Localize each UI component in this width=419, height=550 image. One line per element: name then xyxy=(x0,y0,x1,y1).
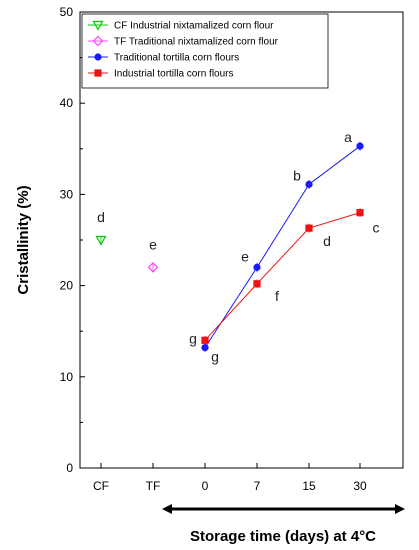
y-tick-label: 20 xyxy=(60,279,74,293)
y-axis-title: Cristallinity (%) xyxy=(15,185,32,294)
series-layer: d e g e b a g f d c xyxy=(95,129,380,365)
legend-marker xyxy=(94,53,102,61)
significance-label: e xyxy=(241,248,249,264)
x-tick-label: 7 xyxy=(254,479,261,493)
series-line xyxy=(204,145,361,348)
significance-label: c xyxy=(373,220,380,236)
series-3: g f d c xyxy=(189,208,380,346)
significance-label: f xyxy=(275,288,279,304)
y-tick-label: 0 xyxy=(66,461,73,475)
legend-entry: Traditional tortilla corn flours xyxy=(114,53,239,64)
data-point xyxy=(201,336,209,344)
data-point xyxy=(305,224,313,232)
x-tick-label: 0 xyxy=(202,479,209,493)
data-point xyxy=(147,262,159,273)
x-axis: CF TF 0 7 15 30 xyxy=(93,463,367,493)
legend: CF Industrial nixtamalized corn flour TF … xyxy=(81,13,329,89)
data-point xyxy=(95,235,107,246)
y-tick-label: 10 xyxy=(60,370,74,384)
significance-label: g xyxy=(211,349,219,365)
legend-marker xyxy=(92,35,104,47)
arrow-head-left xyxy=(162,504,172,514)
significance-label: a xyxy=(344,129,352,145)
data-point xyxy=(201,344,209,352)
legend-marker xyxy=(94,69,102,77)
data-point xyxy=(253,280,261,288)
x-tick-label: CF xyxy=(93,479,109,493)
series-1: e xyxy=(147,236,159,273)
legend-box xyxy=(81,13,329,89)
y-tick-label: 30 xyxy=(60,187,74,201)
significance-label: g xyxy=(189,330,197,346)
x-tick-label: 15 xyxy=(302,479,316,493)
series-2: g e b a xyxy=(201,129,364,365)
y-tick-label: 40 xyxy=(60,96,74,110)
data-point xyxy=(356,142,364,150)
arrow-head-right xyxy=(395,504,405,514)
data-point xyxy=(305,180,313,188)
series-0: d xyxy=(95,209,107,246)
legend-entry: CF Industrial nixtamalized corn flour xyxy=(114,21,274,32)
x-axis-title: Storage time (days) at 4°C xyxy=(190,528,376,545)
storage-time-arrow xyxy=(162,504,405,514)
data-point xyxy=(253,263,261,271)
y-tick-label: 50 xyxy=(60,5,74,19)
significance-label: b xyxy=(293,167,301,183)
legend-entry: TF Traditional nixtamalized corn flour xyxy=(114,37,279,48)
x-tick-label: 30 xyxy=(353,479,367,493)
significance-label: e xyxy=(149,236,157,252)
series-line xyxy=(204,212,361,341)
data-point xyxy=(356,209,364,217)
x-tick-label: TF xyxy=(146,479,161,493)
significance-label: d xyxy=(97,209,105,225)
legend-marker xyxy=(92,20,104,31)
legend-entry: Industrial tortilla corn flours xyxy=(114,69,234,80)
significance-label: d xyxy=(323,233,331,249)
y-axis: 0 10 20 30 40 50 xyxy=(60,5,85,475)
